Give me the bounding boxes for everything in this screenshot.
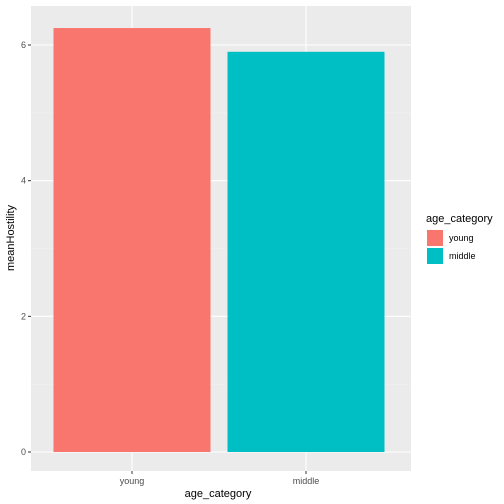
y-tick-label: 4 bbox=[21, 176, 26, 186]
x-tick-label: middle bbox=[293, 476, 320, 486]
legend-key-middle bbox=[427, 248, 443, 264]
y-tick-label: 2 bbox=[21, 311, 26, 321]
y-axis: 0 2 4 6 bbox=[21, 40, 31, 457]
y-axis-title: meanHostility bbox=[5, 204, 17, 271]
bar-young bbox=[53, 28, 211, 453]
legend-title: age_category bbox=[426, 213, 493, 225]
bar-middle bbox=[227, 51, 385, 453]
y-tick-label: 0 bbox=[21, 447, 26, 457]
bars bbox=[53, 28, 385, 453]
x-tick-label: young bbox=[120, 476, 145, 486]
legend-label-young: young bbox=[449, 233, 474, 243]
y-tick-label: 6 bbox=[21, 40, 26, 50]
legend-label-middle: middle bbox=[449, 251, 476, 261]
legend: age_category young middle bbox=[426, 213, 493, 264]
x-axis-title: age_category bbox=[185, 488, 252, 500]
legend-key-young bbox=[427, 230, 443, 246]
x-axis: young middle bbox=[120, 471, 320, 486]
